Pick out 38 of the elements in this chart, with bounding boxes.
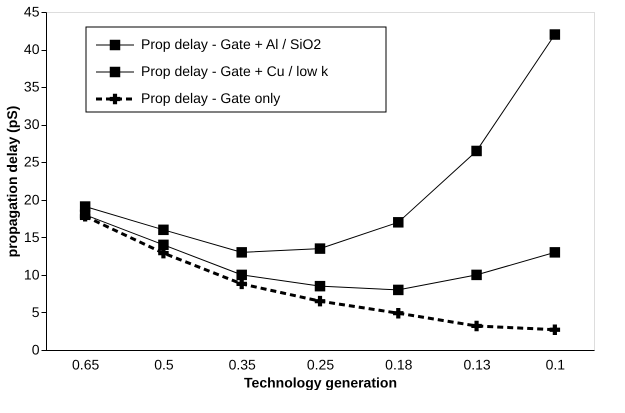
y-axis-title: propagation delay (pS) bbox=[4, 106, 20, 258]
y-tick-label: 30 bbox=[24, 116, 40, 132]
point bbox=[158, 240, 169, 250]
y-tick-label: 45 bbox=[24, 4, 40, 20]
point bbox=[471, 146, 482, 156]
point bbox=[393, 308, 404, 318]
point bbox=[550, 324, 560, 335]
x-tick-label: 0.18 bbox=[385, 356, 413, 372]
point bbox=[314, 280, 326, 292]
x-tick-label: 0.65 bbox=[72, 356, 100, 372]
legend-label: Prop delay - Gate only bbox=[141, 90, 280, 106]
y-tick-label: 35 bbox=[24, 78, 40, 95]
legend-label: Prop delay - Gate + Al / SiO2 bbox=[141, 36, 322, 52]
point bbox=[393, 284, 404, 296]
point bbox=[236, 270, 247, 280]
y-tick-label: 25 bbox=[24, 154, 40, 170]
point bbox=[550, 29, 560, 40]
point bbox=[314, 296, 326, 306]
y-tick-label: 20 bbox=[24, 191, 40, 208]
point bbox=[471, 320, 482, 332]
y-tick-label: 0 bbox=[32, 342, 40, 358]
x-tick-label: 0.25 bbox=[306, 356, 334, 372]
x-tick-label: 0.13 bbox=[463, 356, 491, 372]
x-tick-label: 0.35 bbox=[228, 356, 256, 372]
point bbox=[236, 278, 247, 290]
point bbox=[158, 224, 169, 236]
x-tick-label: 0.1 bbox=[546, 356, 566, 372]
point bbox=[314, 243, 326, 254]
y-tick-label: 15 bbox=[24, 228, 40, 245]
x-tick-label: 0.5 bbox=[154, 356, 174, 372]
point bbox=[471, 270, 482, 280]
point bbox=[236, 247, 247, 258]
point bbox=[550, 247, 560, 258]
legend-label: Prop delay - Gate + Cu / low k bbox=[141, 63, 330, 79]
y-tick-label: 10 bbox=[24, 266, 40, 282]
point bbox=[393, 217, 404, 228]
y-tick-label: 5 bbox=[32, 304, 40, 320]
y-tick-label: 40 bbox=[24, 41, 40, 58]
